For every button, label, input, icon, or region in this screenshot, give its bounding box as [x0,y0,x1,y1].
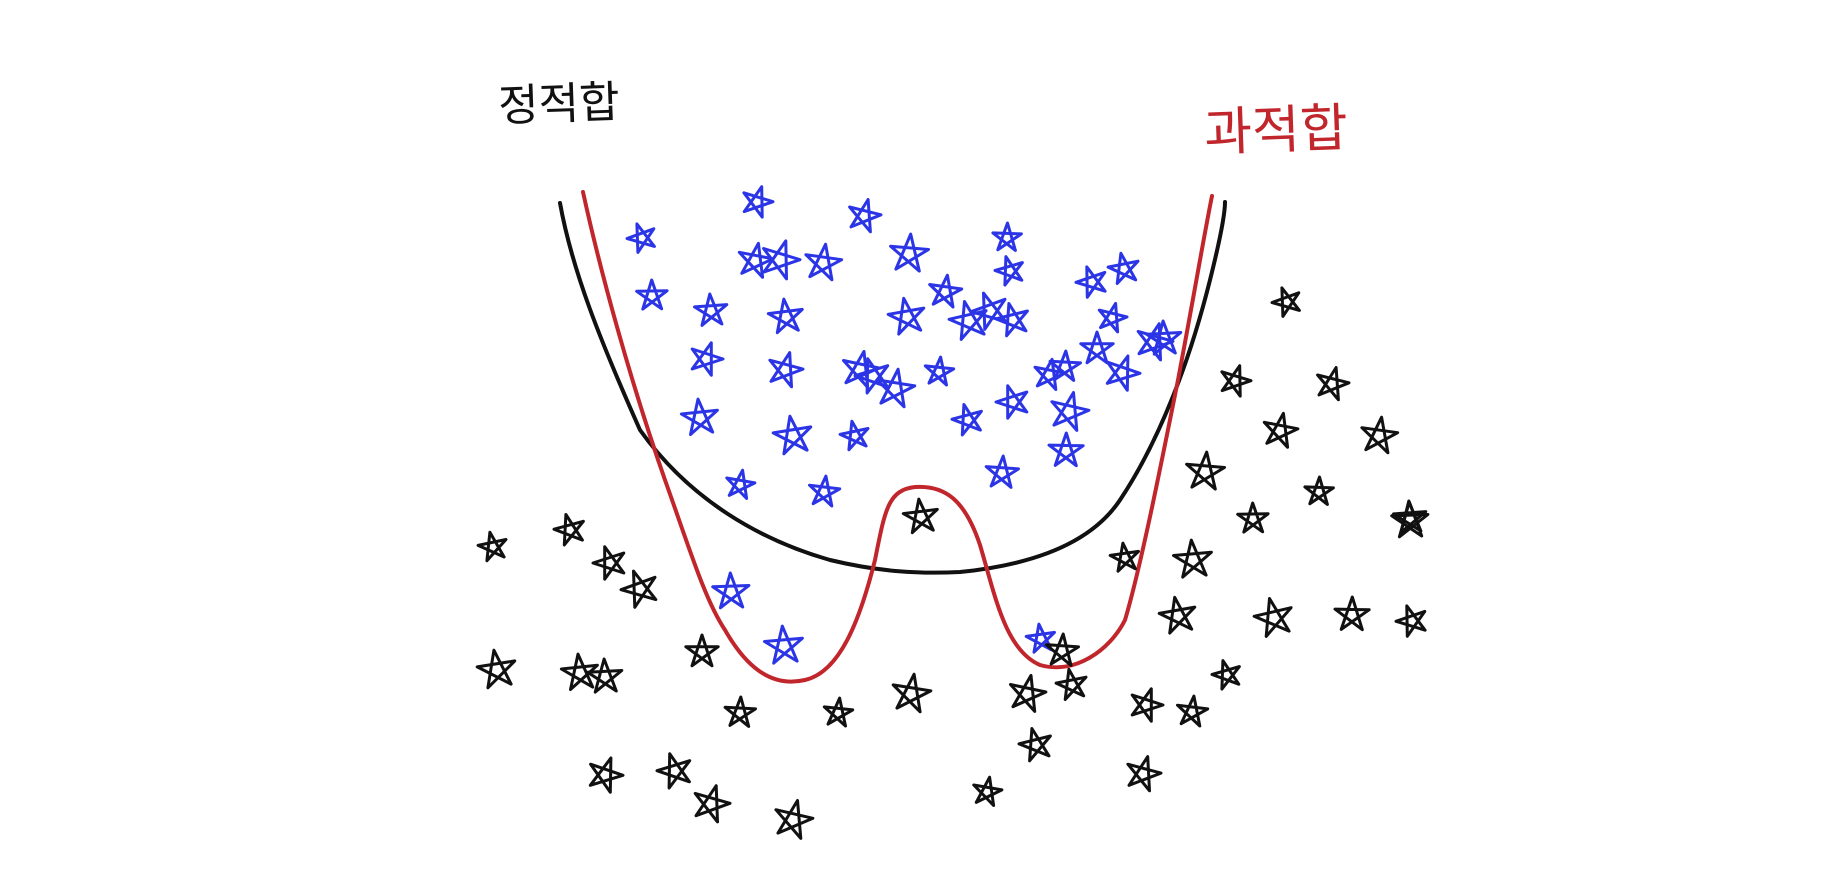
class-b-point-star-icon [1236,501,1270,534]
class-b-point-star-icon [684,633,720,668]
class-a-point-star-icon [1106,251,1140,285]
class-a-point-star-icon [1050,391,1091,432]
class-b-point-star-icon [891,672,933,714]
class-b-point-star-icon [1108,541,1140,573]
class-a-point-star-icon [1097,301,1129,334]
decision-boundaries [558,190,1227,684]
good-fit-boundary-curve [558,200,1227,575]
class-b-point-star-icon [1360,415,1400,455]
class-b-point-star-icon [1185,450,1226,491]
class-b-point-star-icon [1220,364,1253,398]
class-b-point-star-icon [1252,597,1293,638]
class-a-point-star-icon [763,624,804,665]
class-a-point-star-icon [1136,322,1175,362]
class-b-point-star-icon [1316,366,1351,402]
class-a-point-star-icon [886,296,926,336]
class-a-point-star-icon [742,185,775,219]
class-a-point-star-icon [853,357,890,395]
class-a-point-star-icon [725,468,757,500]
class-b-point-star-icon [1044,632,1080,667]
class-b-point-star-icon [476,530,508,563]
class-a-point-star-icon [947,300,988,341]
class-b-point-star-icon [1017,727,1052,763]
class-b-point-star-icon [1333,595,1371,632]
class-a-point-star-icon [635,278,669,311]
class-a-point-star-icon [969,291,1008,331]
class-b-point-star-icon [1126,755,1163,793]
class-b-point-star-icon [1394,604,1427,638]
class-b-point-star-icon [559,652,599,691]
class-a-point-star-icon [804,242,844,282]
class-a-point-star-icon [1033,357,1067,391]
class-b-point-star-icon [1390,500,1430,539]
class-b-points [475,286,1430,840]
class-a-point-star-icon [679,397,719,436]
class-b-point-star-icon [586,657,624,694]
class-b-point-star-icon [1009,673,1048,713]
class-b-point-star-icon [1130,687,1165,723]
class-a-points [625,185,1183,665]
class-b-point-star-icon [591,545,626,581]
class-b-point-star-icon [1172,538,1213,579]
class-a-point-star-icon [771,414,813,456]
class-a-point-star-icon [737,241,775,279]
class-a-point-star-icon [625,222,656,254]
class-b-point-star-icon [1303,475,1335,506]
class-a-point-star-icon [889,232,930,273]
class-b-point-star-icon [1270,286,1301,318]
class-b-point-star-icon [1176,694,1210,728]
class-a-point-star-icon [690,341,725,377]
class-a-point-star-icon [762,239,802,281]
overfit-boundary-curve [581,190,1214,684]
class-b-point-star-icon [901,497,939,535]
class-a-point-star-icon [991,221,1023,252]
class-b-point-star-icon [1210,659,1241,691]
class-b-point-star-icon [723,695,757,728]
class-b-point-star-icon [619,569,658,609]
class-a-point-star-icon [984,454,1020,489]
class-a-point-star-icon [768,351,805,389]
class-a-point-star-icon [1079,330,1115,365]
class-b-point-star-icon [822,696,855,728]
class-b-point-star-icon [552,513,585,547]
class-b-point-star-icon [1262,411,1300,449]
class-a-point-star-icon [848,198,883,234]
class-a-point-star-icon [838,419,870,452]
class-a-point-star-icon [994,384,1029,420]
class-a-point-star-icon [950,403,983,437]
overfit-label: 과적합 [1203,98,1349,164]
class-a-point-star-icon [994,302,1029,338]
class-a-point-star-icon [993,255,1024,287]
class-a-point-star-icon [1074,265,1107,299]
good-fit-label: 정적합 [497,76,621,133]
class-b-point-star-icon [693,784,732,824]
class-a-point-star-icon [693,292,729,327]
class-a-point-star-icon [1047,431,1085,468]
class-b-point-star-icon [1157,595,1197,635]
class-b-point-star-icon [475,648,517,690]
class-b-point-star-icon [588,756,625,794]
class-b-point-star-icon [972,775,1004,807]
class-a-point-star-icon [923,355,956,387]
class-a-point-star-icon [711,571,751,610]
class-b-point-star-icon [1054,667,1088,701]
class-a-point-star-icon [928,273,964,309]
class-a-point-star-icon [808,474,842,508]
class-a-point-star-icon [766,297,804,335]
class-a-point-star-icon [1105,354,1142,392]
class-b-point-star-icon [774,799,815,840]
class-b-point-star-icon [655,752,692,790]
class-a-point-star-icon [1048,349,1082,382]
class-a-point-star-icon [875,367,917,409]
